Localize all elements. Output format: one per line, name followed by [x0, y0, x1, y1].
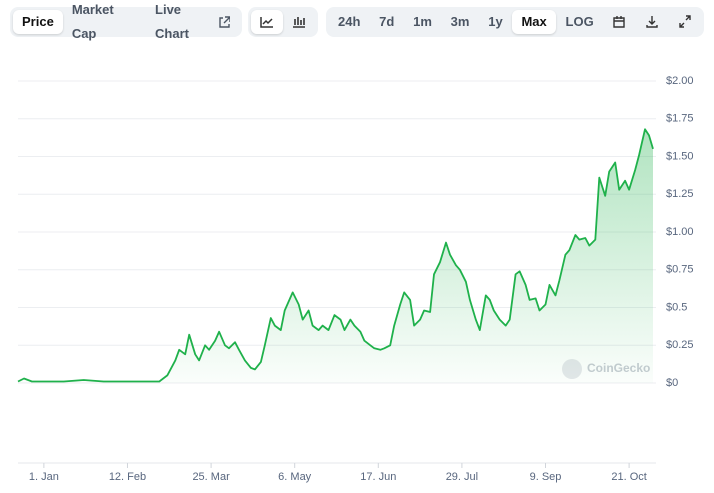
view-tabs: Price Market Cap Live Chart — [10, 2, 242, 41]
cal-icon — [613, 16, 626, 28]
x-tick-label: 6. May — [278, 471, 312, 483]
tab-label: 3m — [450, 14, 470, 29]
external-icon — [219, 15, 230, 28]
chart-style-tabs — [248, 7, 318, 37]
tab-label: Live Chart — [155, 2, 189, 41]
y-tick-label: $0.5 — [666, 301, 687, 313]
y-tick-label: $0 — [666, 377, 678, 389]
tab-label: 7d — [379, 14, 395, 29]
x-tick-label: 17. Jun — [360, 471, 396, 483]
tab-button[interactable]: 3m — [442, 10, 479, 34]
x-tick-label: 9. Sep — [530, 471, 562, 483]
y-tick-label: $1.50 — [666, 150, 694, 162]
watermark: CoinGecko — [587, 361, 650, 375]
dl-icon — [646, 16, 658, 28]
tab-button[interactable]: Market Cap — [63, 2, 146, 41]
price-line — [17, 128, 654, 383]
area-fill — [18, 129, 653, 383]
x-tick-label: 21. Oct — [611, 471, 646, 483]
tab-button[interactable]: LOG — [557, 10, 603, 34]
range-tabs: 24h 7d 1m 3m 1y Max LOG — [326, 7, 704, 37]
cal-button[interactable] — [603, 10, 635, 34]
y-tick-label: $2.00 — [666, 75, 694, 87]
tab-label: Market Cap — [71, 2, 114, 41]
tab-button[interactable]: 7d — [370, 10, 403, 34]
y-tick-label: $0.75 — [666, 264, 694, 276]
tab-label: Max — [521, 14, 547, 29]
tab-button[interactable]: 1m — [404, 10, 441, 34]
x-tick-label: 25. Mar — [192, 471, 230, 483]
tab-label: 24h — [338, 14, 361, 29]
y-tick-label: $0.25 — [666, 339, 694, 351]
tab-button[interactable]: Live Chart — [146, 2, 239, 41]
tab-label: LOG — [565, 14, 594, 29]
tab-label: Price — [22, 14, 54, 29]
line-chart-button[interactable] — [251, 10, 283, 34]
tab-button[interactable]: Price — [13, 10, 63, 34]
candle-icon — [293, 17, 305, 28]
fs-icon — [679, 15, 691, 28]
tab-button[interactable]: 1y — [479, 10, 511, 34]
x-tick-label: 1. Jan — [29, 471, 59, 483]
dl-button[interactable] — [636, 10, 668, 34]
y-tick-label: $1.75 — [666, 113, 694, 125]
tab-button[interactable]: Max — [512, 10, 556, 34]
line-icon — [260, 17, 273, 28]
candle-chart-button[interactable] — [283, 10, 315, 34]
watermark-logo — [562, 359, 582, 379]
fs-button[interactable] — [669, 10, 701, 34]
y-tick-label: $1.25 — [666, 188, 694, 200]
tab-label: 1m — [413, 14, 432, 29]
x-tick-label: 12. Feb — [109, 471, 146, 483]
tab-button[interactable]: 24h — [329, 10, 369, 34]
y-tick-label: $1.00 — [666, 226, 694, 238]
x-tick-label: 29. Jul — [446, 471, 478, 483]
tab-label: 1y — [488, 14, 503, 29]
